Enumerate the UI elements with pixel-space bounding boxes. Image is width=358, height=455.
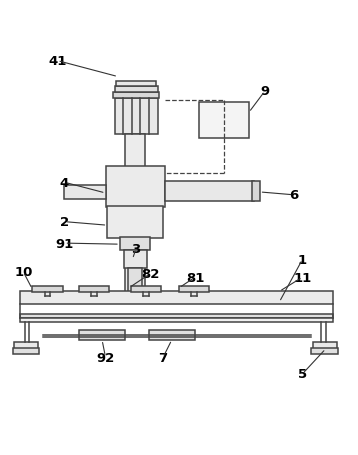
- Bar: [20, 292, 333, 304]
- Bar: [131, 286, 161, 293]
- Text: 91: 91: [55, 237, 73, 250]
- Text: 9: 9: [260, 85, 270, 98]
- Bar: [125, 135, 145, 295]
- Bar: [64, 185, 106, 200]
- Bar: [311, 348, 338, 354]
- Text: 92: 92: [97, 351, 115, 364]
- Bar: [20, 318, 333, 322]
- Text: 1: 1: [298, 253, 307, 266]
- Bar: [13, 348, 39, 354]
- Bar: [124, 250, 147, 268]
- Bar: [107, 206, 163, 238]
- Bar: [128, 268, 142, 295]
- Bar: [165, 182, 254, 202]
- Bar: [113, 92, 159, 99]
- Bar: [14, 342, 38, 349]
- Text: 7: 7: [158, 351, 168, 364]
- Bar: [149, 331, 195, 340]
- Bar: [79, 331, 125, 340]
- Text: 11: 11: [294, 271, 311, 284]
- Bar: [106, 167, 165, 208]
- Text: 2: 2: [60, 216, 69, 228]
- Bar: [115, 99, 158, 135]
- Bar: [116, 82, 156, 87]
- Text: 4: 4: [60, 177, 69, 189]
- Text: 82: 82: [141, 268, 160, 280]
- Text: 3: 3: [131, 243, 141, 255]
- Text: 41: 41: [48, 55, 67, 68]
- Bar: [179, 286, 209, 293]
- Text: 10: 10: [14, 266, 33, 278]
- Bar: [313, 342, 337, 349]
- Bar: [20, 314, 333, 318]
- Text: 6: 6: [289, 189, 298, 202]
- Bar: [115, 87, 158, 92]
- Bar: [32, 286, 63, 293]
- Bar: [252, 182, 260, 202]
- Bar: [199, 102, 249, 138]
- Text: 81: 81: [186, 271, 204, 284]
- Text: 5: 5: [298, 368, 307, 380]
- Bar: [120, 237, 150, 251]
- Bar: [79, 286, 109, 293]
